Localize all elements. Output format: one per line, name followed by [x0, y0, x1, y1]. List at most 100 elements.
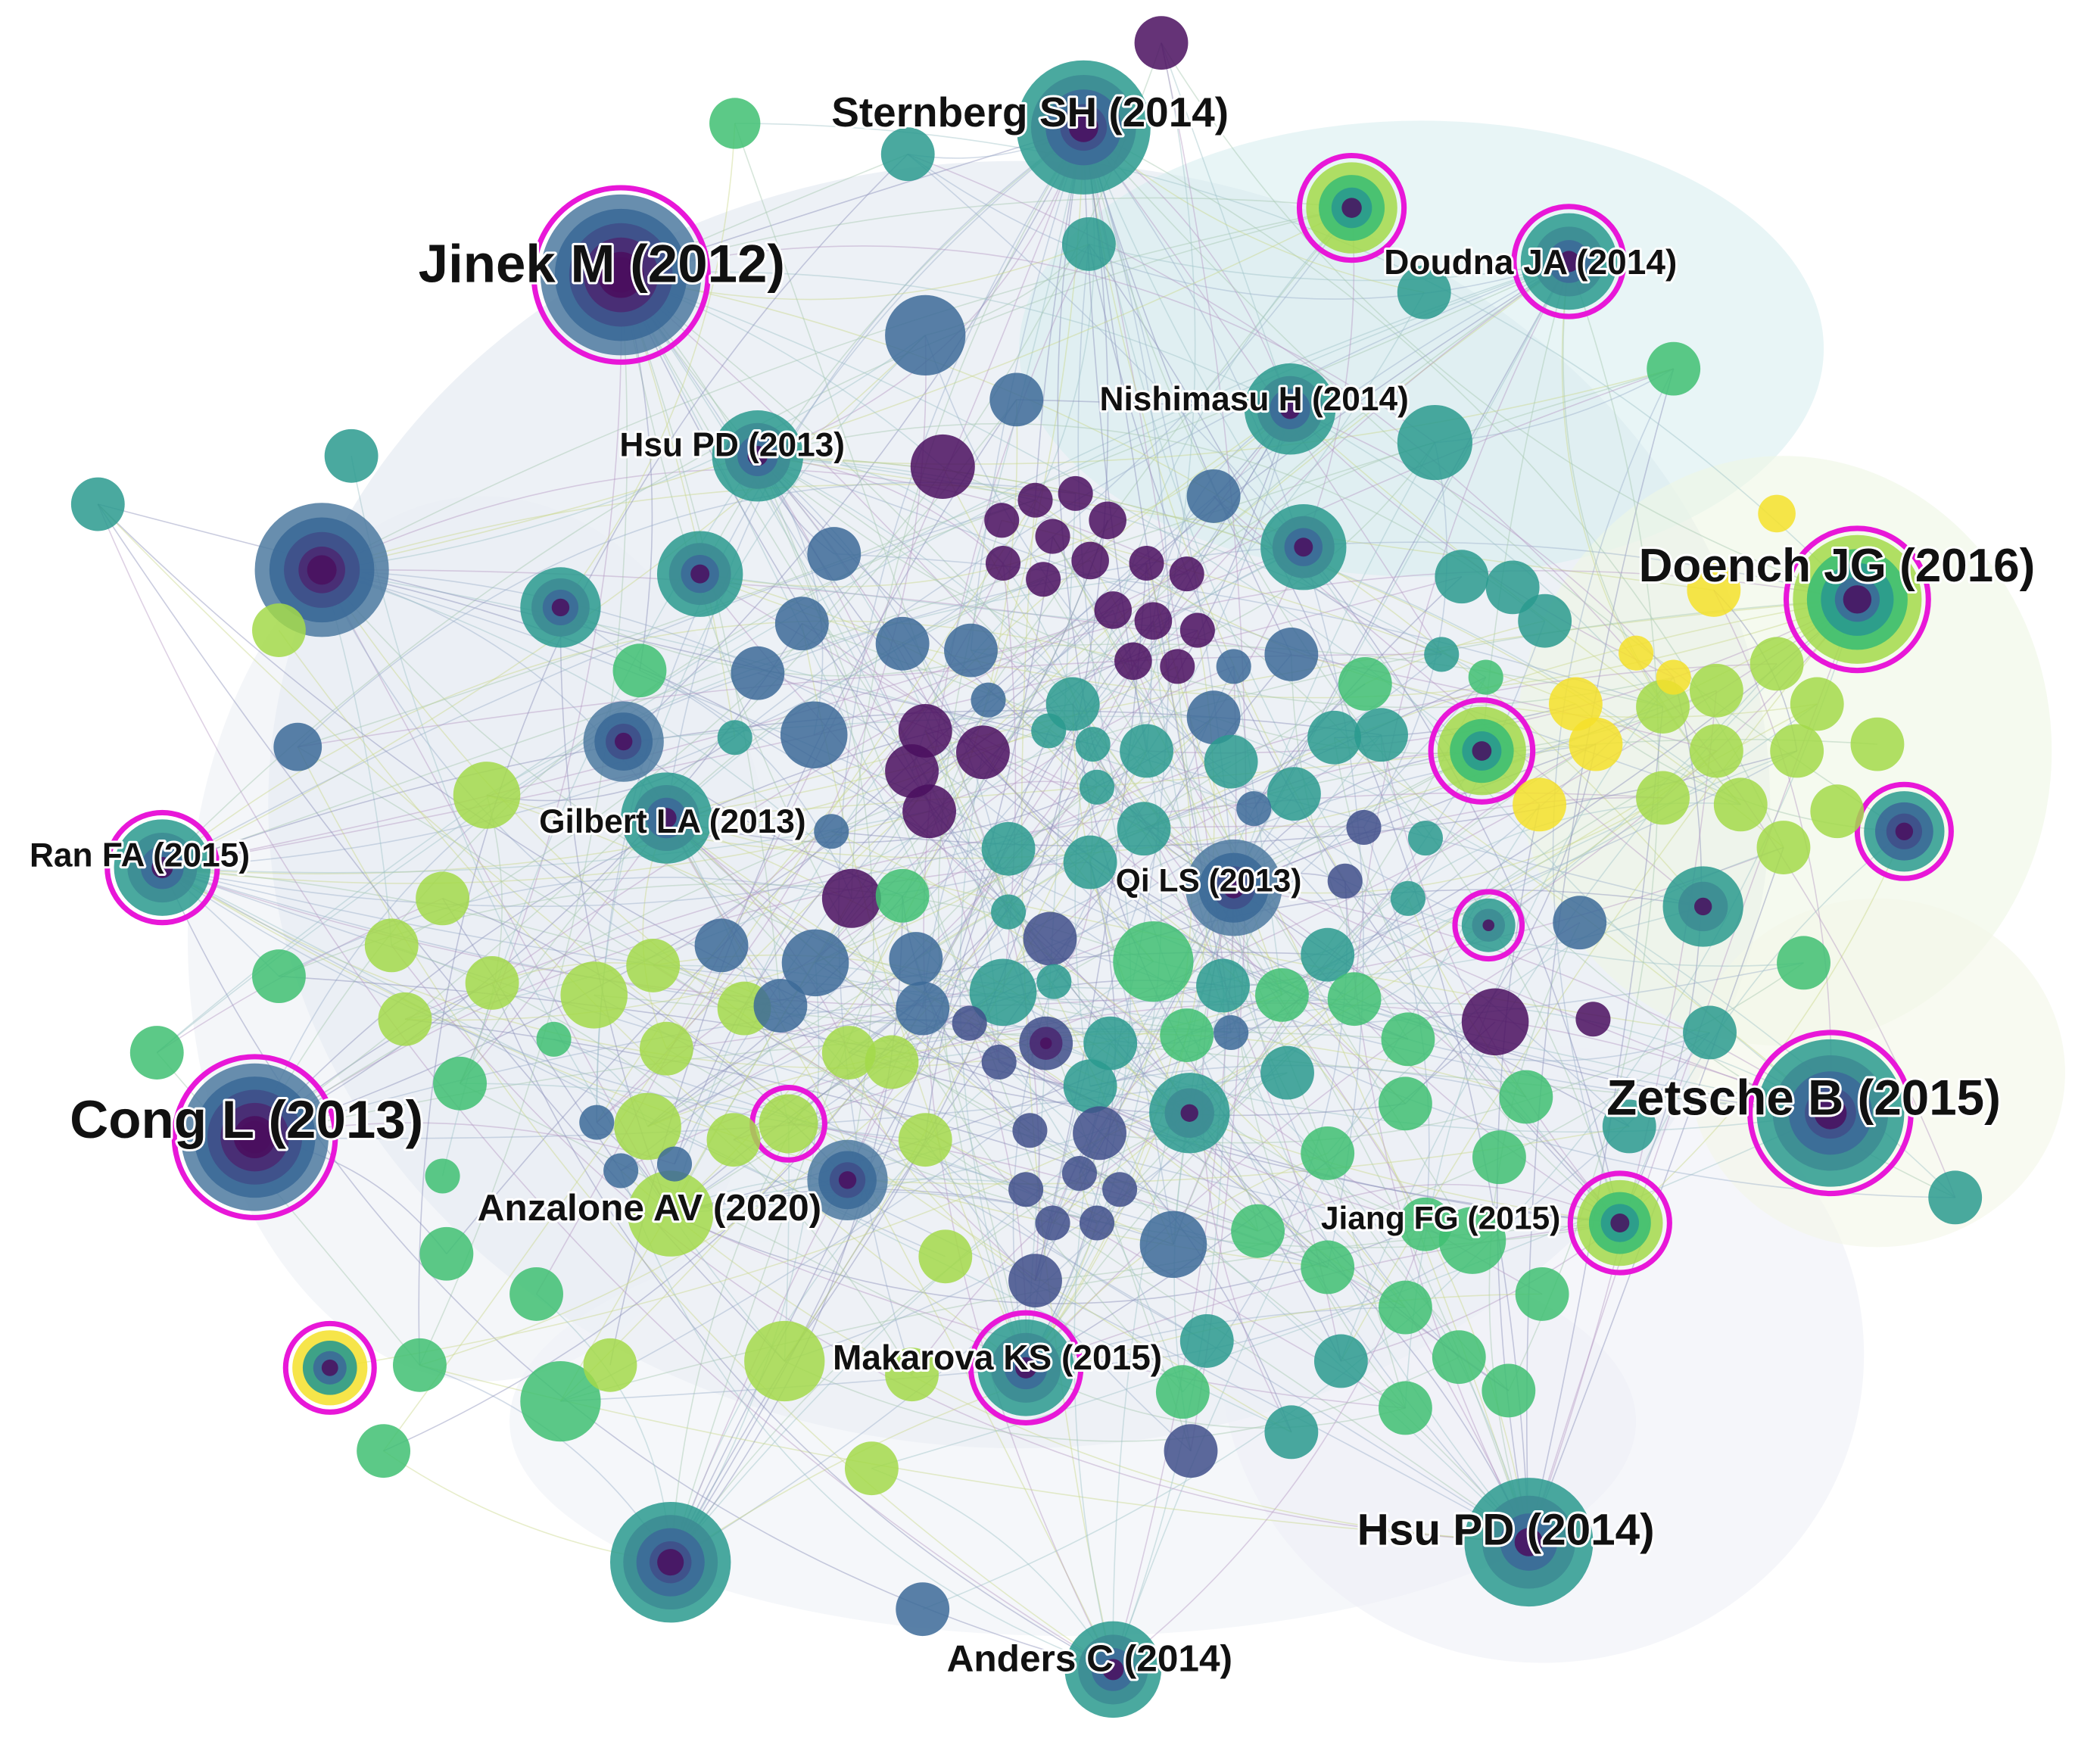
citation-node [1397, 265, 1451, 319]
node-core [1558, 251, 1580, 273]
citation-edge [1072, 408, 1291, 705]
node-disc [393, 1338, 447, 1392]
citation-edge [623, 126, 1085, 743]
citation-node [1196, 958, 1250, 1013]
citation-node [1407, 821, 1444, 856]
citation-node [885, 744, 939, 798]
citation-node [991, 894, 1027, 930]
citation-node [1102, 1172, 1138, 1207]
citation-node [536, 1021, 572, 1057]
citation-node [918, 1229, 973, 1284]
citation-node [1662, 866, 1743, 947]
citation-node [1017, 482, 1053, 518]
node-disc [536, 1021, 572, 1057]
citation-node [509, 1267, 563, 1321]
citation-node [844, 1441, 899, 1496]
citation-edge [1025, 922, 1581, 1369]
citation-edge [321, 569, 1254, 809]
citation-node [981, 821, 1036, 876]
node-disc [1461, 988, 1529, 1056]
citation-node [453, 762, 521, 829]
citation-node [520, 567, 601, 648]
node-core [1843, 585, 1872, 614]
citation-edge [594, 994, 1529, 1543]
node-disc [583, 1338, 637, 1392]
burst-ring [1854, 781, 1954, 881]
citation-edge [1407, 1032, 1710, 1062]
cluster-wash [1220, 1045, 1865, 1663]
citation-node [989, 372, 1044, 427]
citation-edge [665, 817, 1426, 1226]
node-disc [1770, 724, 1824, 778]
node-label-jiang: Jiang FG (2015) [1321, 1201, 1561, 1237]
citation-node [1647, 341, 1701, 396]
node-disc [614, 1092, 681, 1161]
citation-node [254, 503, 389, 637]
citation-node [807, 1139, 888, 1220]
node-disc [357, 1424, 411, 1478]
node-core [1472, 741, 1492, 761]
citation-edge [665, 578, 1044, 819]
node-disc [1327, 972, 1382, 1027]
node-disc [780, 701, 848, 769]
citation-edge [486, 573, 1187, 796]
node-disc [1515, 1267, 1569, 1321]
citation-node [1075, 727, 1111, 762]
citation-edge [419, 275, 628, 1366]
citation-edge [620, 274, 874, 1180]
citation-edge [815, 260, 1569, 964]
citation-edge [757, 368, 1674, 465]
node-disc [1071, 541, 1109, 580]
citation-node [1113, 921, 1194, 1002]
node-disc [902, 784, 957, 839]
citation-edge [254, 992, 1004, 1138]
node-disc [1378, 1076, 1432, 1131]
citation-edge [925, 609, 1114, 732]
citation-edge [459, 795, 503, 1084]
node-disc [1553, 896, 1607, 950]
node-disc [1575, 1002, 1611, 1037]
citation-node [433, 1056, 488, 1111]
citation-node [1472, 1130, 1526, 1185]
citation-edge [1233, 743, 1597, 889]
citation-edge [254, 499, 1036, 1138]
node-core [1279, 399, 1301, 419]
citation-node [981, 1044, 1017, 1080]
citation-node [171, 1054, 338, 1220]
node-disc [821, 868, 881, 928]
citation-edge [1213, 495, 1442, 656]
node-core [1514, 1528, 1544, 1556]
citation-node [814, 814, 849, 849]
citation-edge [559, 123, 736, 608]
citation-node [969, 958, 1037, 1027]
node-disc [1026, 562, 1061, 597]
citation-edge [1112, 666, 1237, 1670]
node-disc [273, 722, 322, 771]
node-core [1341, 198, 1362, 218]
node-disc [1569, 717, 1623, 771]
node-disc [956, 725, 1010, 780]
node-disc [1407, 821, 1444, 856]
citation-node [1204, 734, 1258, 789]
node-core [1068, 112, 1098, 142]
node-disc [731, 646, 785, 700]
citation-node [984, 503, 1020, 538]
node-disc [774, 597, 829, 651]
node-disc [1036, 964, 1072, 999]
node-core [838, 1171, 857, 1189]
citation-node [1758, 494, 1796, 533]
citation-edge [1089, 861, 1530, 1543]
node-core [747, 446, 768, 466]
citation-node [1035, 1205, 1070, 1241]
citation-node [875, 868, 930, 923]
citation-node [1267, 767, 1321, 821]
node-core [1180, 1104, 1198, 1122]
citation-edge [1146, 750, 1630, 1127]
citation-node [1061, 1155, 1097, 1191]
citation-edge [902, 643, 1409, 1040]
citation-edge [161, 207, 1352, 868]
node-disc [1102, 1172, 1138, 1207]
node-disc [1063, 835, 1117, 890]
citation-node [70, 477, 125, 531]
citation-edge [757, 422, 1546, 622]
